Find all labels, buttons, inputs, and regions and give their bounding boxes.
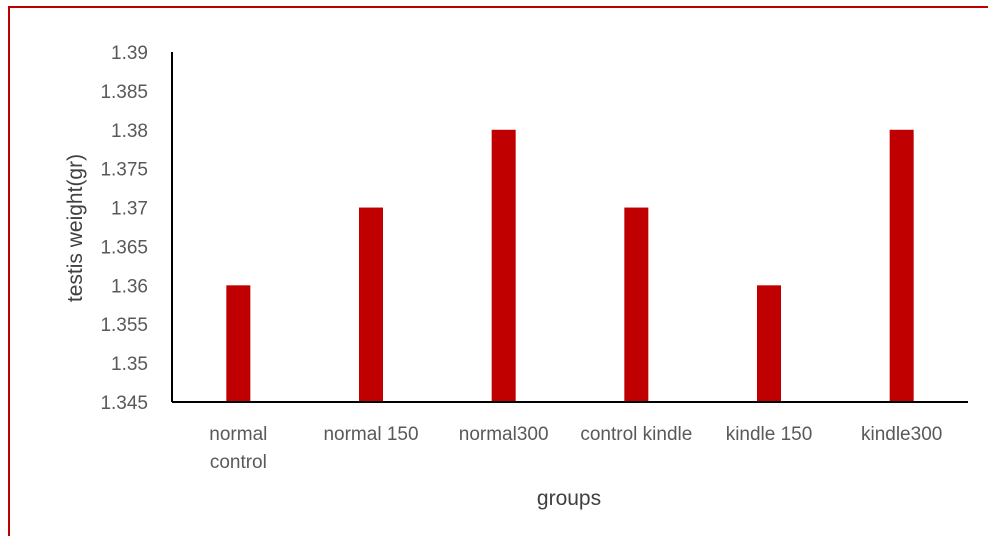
bar [757,285,781,402]
y-tick-label: 1.365 [100,237,148,258]
bar [226,285,251,402]
y-tick-label: 1.385 [100,82,148,103]
x-tick-label: control kindle [580,424,692,445]
x-tick-label: normal 150 [323,424,418,445]
x-tick-label: normal300 [459,424,549,445]
y-tick-label: 1.35 [111,354,148,375]
y-axis-title: testis weight(gr) [64,154,87,302]
bars [226,129,914,402]
y-tick-label: 1.37 [111,199,148,220]
y-tick-label: 1.36 [111,276,148,297]
x-tick-label: kindle 150 [726,424,813,445]
x-tick-labels: normal control normal 150 normal300 control … [209,424,942,473]
bar [889,129,914,402]
y-tick-label: 1.39 [111,43,148,64]
bar [624,207,649,402]
x-tick-label: normal control [209,424,267,473]
x-axis-title: groups [537,487,601,510]
y-tick-label: 1.355 [100,315,148,336]
y-tick-labels: 1.345 1.35 1.355 1.36 1.365 1.37 1.375 1.38 1.38… [100,43,148,414]
y-tick-label: 1.345 [100,393,148,414]
bar [359,207,383,402]
x-tick-label: kindle300 [861,424,942,445]
y-tick-label: 1.375 [100,160,148,181]
y-tick-label: 1.38 [111,121,148,142]
bar [491,129,516,402]
chart-frame [8,6,988,536]
